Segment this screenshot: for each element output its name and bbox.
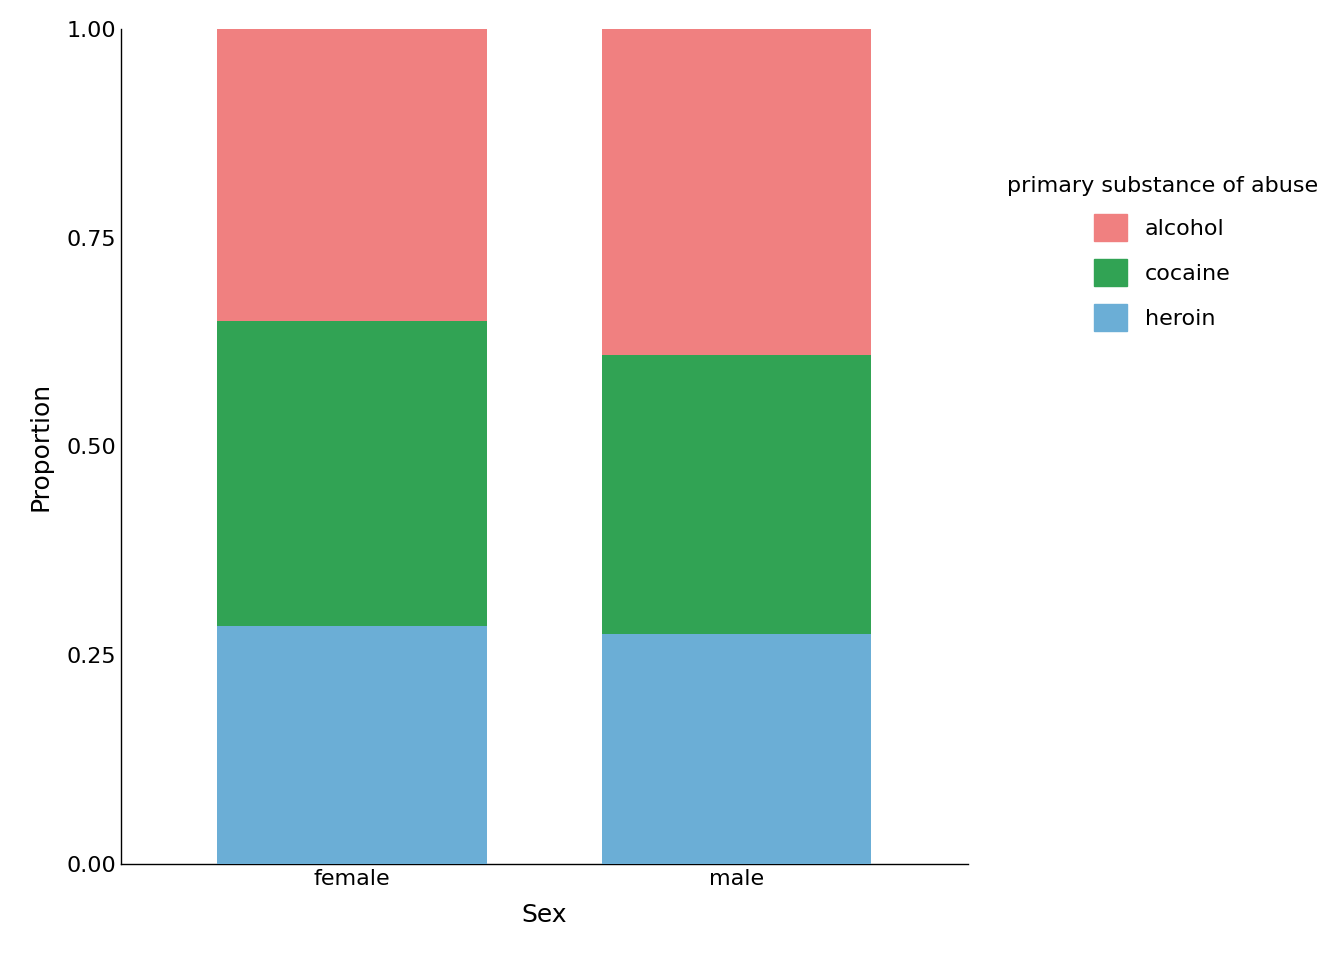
Bar [602,29,871,354]
Y-axis label: Proportion: Proportion [28,382,52,511]
Bar [218,626,487,864]
Bar [218,322,487,626]
X-axis label: Sex: Sex [521,902,567,926]
Bar [218,29,487,322]
Bar [602,635,871,864]
Bar [602,354,871,635]
Legend: alcohol, cocaine, heroin: alcohol, cocaine, heroin [996,165,1329,342]
